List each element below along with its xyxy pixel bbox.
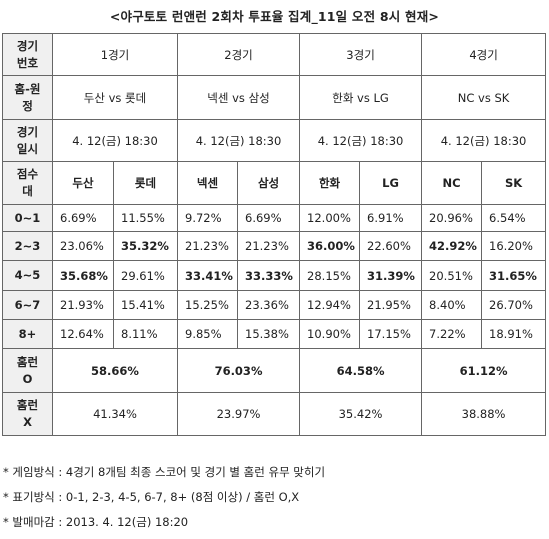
game-1-homerun-o: 58.66% <box>51 348 179 393</box>
note-game-method: * 게임방식 : 4경기 8개팀 최종 스코어 및 경기 별 홈런 유무 맞히기 <box>3 465 326 479</box>
row-label-home-away: 홈-원 정 <box>2 75 53 120</box>
vote-rate-table: 경기 번호 1경기 2경기 3경기 4경기 홈-원 정 두산 vs 롯데 넥센 vs… <box>2 33 547 436</box>
score-percent-cell: 12.00% <box>299 204 361 232</box>
score-percent-cell: 21.23% <box>237 231 301 261</box>
score-rows: 0~1 6.69% 11.55% 9.72% 6.69% 12.00% 6.91% 20.96… <box>2 204 547 349</box>
game-2-datetime: 4. 12(금) 18:30 <box>177 119 301 162</box>
game-4-homerun-o: 61.12% <box>421 348 547 393</box>
row-label-game-number: 경기 번호 <box>2 33 53 76</box>
score-percent-cell: 31.39% <box>359 260 423 291</box>
team-name: LG <box>359 161 423 205</box>
score-percent-cell: 28.15% <box>299 260 361 291</box>
score-percent-cell: 35.32% <box>112 231 179 261</box>
score-percent-cell: 23.36% <box>237 290 301 320</box>
score-percent-cell: 35.68% <box>52 260 114 291</box>
score-range-label: 8+ <box>2 319 53 349</box>
score-percent-cell: 42.92% <box>421 231 483 261</box>
score-percent-cell: 6.54% <box>481 204 547 232</box>
score-row: 6~7 21.93% 15.41% 15.25% 23.36% 12.94% 21.95% 8… <box>2 290 547 320</box>
row-label-homerun-x: 홈런 X <box>2 392 53 436</box>
game-2-homerun-x: 23.97% <box>177 392 301 436</box>
score-percent-cell: 36.00% <box>299 231 361 261</box>
score-percent-cell: 33.33% <box>237 260 301 291</box>
score-percent-cell: 12.94% <box>299 290 361 320</box>
team-name: 롯데 <box>112 161 179 205</box>
game-2-matchup: 넥센 vs 삼성 <box>177 75 301 120</box>
note-notation: * 표기방식 : 0-1, 2-3, 4-5, 6-7, 8+ (8점 이상) … <box>3 490 300 504</box>
score-range-label: 6~7 <box>2 290 53 320</box>
row-label-datetime: 경기 일시 <box>2 119 53 162</box>
game-1-homerun-x: 41.34% <box>51 392 179 436</box>
score-range-label: 0~1 <box>2 204 53 232</box>
score-row: 0~1 6.69% 11.55% 9.72% 6.69% 12.00% 6.91% 20.96… <box>2 204 547 232</box>
page-title: <야구토토 런앤런 2회차 투표율 집계_11일 오전 8시 현재> <box>109 9 440 24</box>
game-1-matchup: 두산 vs 롯데 <box>51 75 179 120</box>
matchup-row: 홈-원 정 두산 vs 롯데 넥센 vs 삼성 한화 vs LG NC vs SK <box>2 75 547 120</box>
datetime-row: 경기 일시 4. 12(금) 18:30 4. 12(금) 18:30 4. 12… <box>2 119 547 162</box>
score-percent-cell: 21.95% <box>359 290 423 320</box>
game-3-homerun-o: 64.58% <box>299 348 423 393</box>
score-row: 8+ 12.64% 8.11% 9.85% 15.38% 10.90% 17.15% 7.22… <box>2 319 547 349</box>
game-2-homerun-o: 76.03% <box>177 348 301 393</box>
homerun-x-row: 홈런 X 41.34% 23.97% 35.42% 38.88% <box>2 392 547 436</box>
team-name: 한화 <box>299 161 361 205</box>
team-name: 두산 <box>52 161 114 205</box>
team-name: 삼성 <box>237 161 301 205</box>
team-name: NC <box>421 161 483 205</box>
game-1-datetime: 4. 12(금) 18:30 <box>51 119 179 162</box>
score-percent-cell: 11.55% <box>112 204 179 232</box>
row-label-homerun-o: 홈런 O <box>2 348 53 393</box>
team-name: SK <box>481 161 547 205</box>
score-row: 4~5 35.68% 29.61% 33.41% 33.33% 28.15% 31.39% 2… <box>2 260 547 291</box>
score-percent-cell: 9.85% <box>177 319 239 349</box>
game-4-matchup: NC vs SK <box>421 75 547 120</box>
score-percent-cell: 21.23% <box>177 231 239 261</box>
game-2-number: 2경기 <box>177 33 301 76</box>
game-4-datetime: 4. 12(금) 18:30 <box>421 119 547 162</box>
game-3-matchup: 한화 vs LG <box>299 75 423 120</box>
game-4-number: 4경기 <box>421 33 547 76</box>
score-range-label: 4~5 <box>2 260 53 291</box>
game-4-homerun-x: 38.88% <box>421 392 547 436</box>
score-percent-cell: 6.69% <box>237 204 301 232</box>
score-percent-cell: 26.70% <box>481 290 547 320</box>
score-percent-cell: 8.40% <box>421 290 483 320</box>
score-percent-cell: 21.93% <box>52 290 114 320</box>
score-percent-cell: 6.91% <box>359 204 423 232</box>
score-percent-cell: 23.06% <box>52 231 114 261</box>
score-percent-cell: 17.15% <box>359 319 423 349</box>
score-row: 2~3 23.06% 35.32% 21.23% 21.23% 36.00% 22.60% 4… <box>2 231 547 261</box>
game-number-row: 경기 번호 1경기 2경기 3경기 4경기 <box>2 33 547 76</box>
score-percent-cell: 8.11% <box>112 319 179 349</box>
score-percent-cell: 20.51% <box>421 260 483 291</box>
notes: * 게임방식 : 4경기 8개팀 최종 스코어 및 경기 별 홈런 유무 맞히기… <box>3 464 325 539</box>
score-percent-cell: 6.69% <box>52 204 114 232</box>
score-percent-cell: 16.20% <box>481 231 547 261</box>
game-3-homerun-x: 35.42% <box>299 392 423 436</box>
score-percent-cell: 22.60% <box>359 231 423 261</box>
score-percent-cell: 7.22% <box>421 319 483 349</box>
score-percent-cell: 15.38% <box>237 319 301 349</box>
game-1-number: 1경기 <box>51 33 179 76</box>
score-percent-cell: 20.96% <box>421 204 483 232</box>
score-percent-cell: 18.91% <box>481 319 547 349</box>
score-percent-cell: 31.65% <box>481 260 547 291</box>
score-percent-cell: 10.90% <box>299 319 361 349</box>
game-3-datetime: 4. 12(금) 18:30 <box>299 119 423 162</box>
game-3-number: 3경기 <box>299 33 423 76</box>
row-label-score: 점수 대 <box>2 161 53 205</box>
score-percent-cell: 15.25% <box>177 290 239 320</box>
team-name: 넥센 <box>177 161 239 205</box>
note-sale-deadline: * 발매마감 : 2013. 4. 12(금) 18:20 <box>3 515 189 529</box>
score-range-label: 2~3 <box>2 231 53 261</box>
score-percent-cell: 12.64% <box>52 319 114 349</box>
homerun-o-row: 홈런 O 58.66% 76.03% 64.58% 61.12% <box>2 348 547 393</box>
score-percent-cell: 33.41% <box>177 260 239 291</box>
score-percent-cell: 29.61% <box>112 260 179 291</box>
score-percent-cell: 15.41% <box>112 290 179 320</box>
score-percent-cell: 9.72% <box>177 204 239 232</box>
team-header-row: 점수 대 두산 롯데 넥센 삼성 한화 LG NC SK <box>2 161 547 205</box>
